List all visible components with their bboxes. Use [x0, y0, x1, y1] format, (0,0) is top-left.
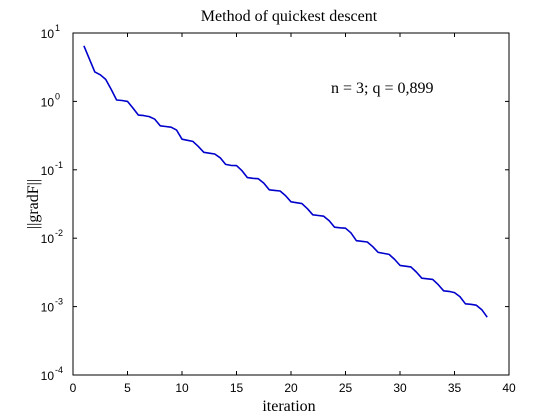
x-tick-label: 20: [284, 381, 298, 395]
y-tick-label: 10: [41, 27, 55, 41]
x-tick-label: 5: [124, 381, 131, 395]
y-axis-label: ||gradF||: [25, 179, 42, 229]
x-tick-label: 35: [448, 381, 462, 395]
x-tick-label: 40: [502, 381, 516, 395]
y-tick-exponent: -1: [55, 160, 63, 170]
y-tick-exponent: 1: [55, 23, 60, 33]
x-tick-label: 30: [393, 381, 407, 395]
parameter-annotation: n = 3; q = 0,899: [331, 80, 434, 97]
y-tick-label: 10: [41, 164, 55, 178]
x-tick-label: 15: [230, 381, 244, 395]
chart-title: Method of quickest descent: [201, 8, 378, 25]
series-line: [83, 45, 488, 318]
y-tick-label: 10: [41, 301, 55, 315]
y-tick-exponent: -4: [55, 365, 63, 375]
x-axis-ticks: 0 5 10 15 20 25 30 35 40: [70, 33, 516, 395]
x-tick-label: 0: [70, 381, 77, 395]
y-tick-label: 10: [41, 95, 55, 109]
y-tick-exponent: -2: [55, 228, 63, 238]
y-tick-label: 10: [41, 232, 55, 246]
y-tick-label: 10: [41, 369, 55, 383]
x-axis-label: iteration: [262, 398, 315, 415]
x-tick-label: 25: [339, 381, 353, 395]
plot-frame: [72, 32, 510, 376]
y-tick-exponent: 0: [55, 91, 60, 101]
y-tick-exponent: -3: [55, 297, 63, 307]
x-tick-label: 10: [175, 381, 189, 395]
